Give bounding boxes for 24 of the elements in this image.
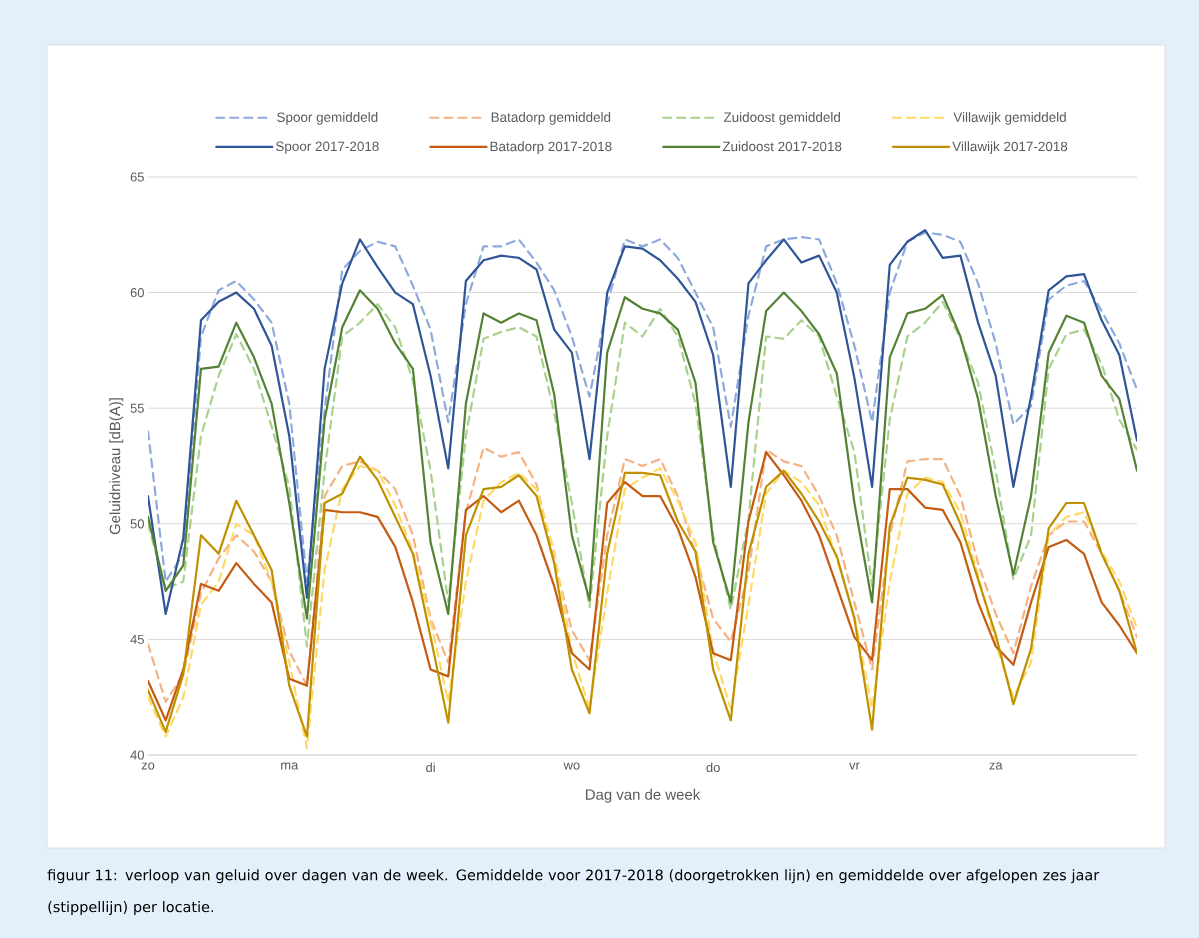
x-axis-title: Dag van de week <box>585 788 701 803</box>
legend-label: Villawijk gemiddeld <box>953 112 1066 125</box>
x-tick-label: wo <box>563 762 580 770</box>
y-axis-title: Geluidniveau [dB(A)] <box>109 398 124 535</box>
y-tick-label: 50 <box>130 519 144 529</box>
y-tick-label: 60 <box>130 288 144 298</box>
legend-label: Batadorp gemiddeld <box>491 112 611 125</box>
x-tick-label: ma <box>281 762 299 770</box>
y-tick-label: 55 <box>130 403 144 413</box>
legend-label: Zuidoost gemiddeld <box>723 112 840 125</box>
y-tick-label: 40 <box>130 750 144 760</box>
text: figuur 11: verloop van geluid over dagen van de week. Gemiddelde voor 2017-2018 (doorgetrokken lijn) en gemiddelde over afgelopen zes jaar (stippellijn) per locatie. <box>47 869 1100 916</box>
legend-label: Batadorp 2017-2018 <box>490 141 612 154</box>
y-tick-label: 45 <box>130 634 144 644</box>
x-tick-label: zo <box>141 762 155 770</box>
x-tick-label: vr <box>849 762 860 770</box>
x-tick-label: di <box>426 762 435 773</box>
legend-label: Zuidoost 2017-2018 <box>722 141 842 152</box>
legend-label: Spoor 2017-2018 <box>276 141 379 154</box>
legend-label: Spoor gemiddeld <box>277 112 378 125</box>
x-tick-label: do <box>706 762 720 773</box>
legend-label: Villawijk 2017-2018 <box>952 141 1068 154</box>
x-tick-label: za <box>989 762 1003 770</box>
y-tick-label: 65 <box>130 172 144 182</box>
